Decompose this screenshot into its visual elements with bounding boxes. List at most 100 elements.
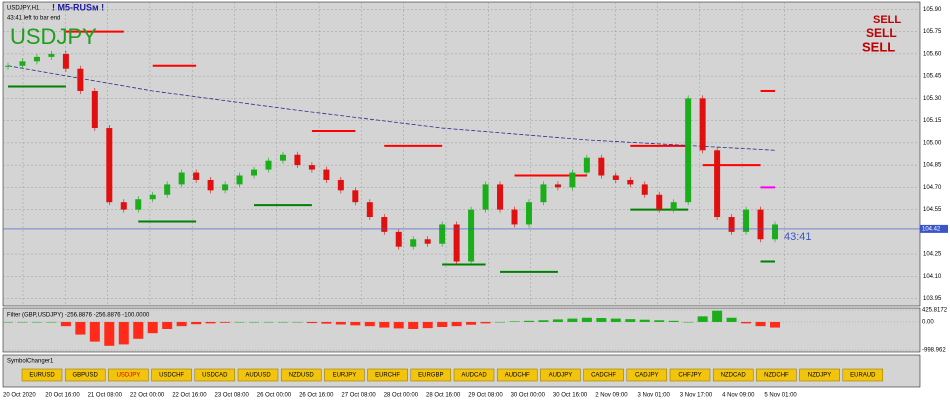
symbol-button[interactable]: GBPUSD — [64, 368, 106, 382]
button-bg[interactable] — [367, 368, 408, 382]
y-tick-label: 103.95 — [923, 296, 942, 302]
button-bg[interactable] — [712, 368, 754, 382]
button-bg[interactable] — [669, 368, 711, 382]
button-bg[interactable] — [280, 368, 322, 382]
indicator-bar — [60, 321, 71, 327]
button-bg[interactable] — [626, 368, 668, 382]
button-label[interactable]: USDCAD — [202, 373, 228, 379]
button-bg[interactable] — [540, 368, 581, 382]
symbol-button[interactable]: USDCAD — [194, 368, 236, 382]
button-label[interactable]: GBPUSD — [73, 373, 99, 379]
candle — [583, 157, 590, 173]
symbol-button[interactable]: EURCHF — [367, 368, 408, 382]
button-label[interactable]: NZDCAD — [721, 373, 747, 379]
indicator-bar — [451, 321, 462, 327]
button-label[interactable]: CADCHF — [591, 373, 616, 379]
button-label[interactable]: USDJPY — [117, 373, 141, 379]
button-label[interactable]: AUDCHF — [505, 373, 530, 379]
button-label[interactable]: NZDUSD — [289, 373, 315, 379]
candle — [468, 209, 475, 262]
button-label[interactable]: NZDJPY — [808, 373, 831, 379]
indicator-bar — [480, 321, 491, 324]
symbol-button[interactable]: USDJPY — [108, 368, 149, 382]
candle — [395, 231, 402, 247]
button-bg[interactable] — [410, 368, 452, 382]
candle — [366, 202, 373, 218]
symbol-button[interactable]: NZDUSD — [280, 368, 322, 382]
button-bg[interactable] — [108, 368, 149, 382]
symbol-button[interactable]: CADJPY — [626, 368, 668, 382]
button-bg[interactable] — [324, 368, 365, 382]
symbol-button[interactable]: EURJPY — [324, 368, 365, 382]
symbol-button[interactable]: NZDJPY — [799, 368, 840, 382]
x-tick-label: 21 Oct 08:00 — [88, 393, 123, 399]
button-label[interactable]: EURGBP — [418, 373, 443, 379]
symbol-button[interactable]: EURAUD — [842, 368, 884, 382]
button-label[interactable]: CADJPY — [635, 373, 659, 379]
candle — [193, 172, 200, 180]
timer-text: 43:41 left to bar end — [7, 16, 60, 22]
candle — [265, 160, 272, 170]
candle — [178, 172, 185, 185]
candle — [19, 61, 26, 66]
button-label[interactable]: EURUSD — [29, 373, 55, 379]
indicator-bar — [393, 321, 404, 329]
button-bg[interactable] — [64, 368, 106, 382]
candle — [5, 65, 11, 67]
button-bg[interactable] — [842, 368, 884, 382]
indicator-bar — [379, 321, 390, 328]
button-bg[interactable] — [453, 368, 495, 382]
y-tick-label: 104.85 — [923, 163, 942, 169]
symbol-button[interactable]: CADCHF — [583, 368, 624, 382]
y-tick-label: 105.15 — [923, 118, 942, 124]
button-label[interactable]: EURCHF — [375, 373, 400, 379]
symbol-button[interactable]: AUDJPY — [540, 368, 581, 382]
button-bg[interactable] — [151, 368, 192, 382]
symbol-button[interactable]: AUDCHF — [496, 368, 538, 382]
button-label[interactable]: CHFJPY — [678, 373, 701, 379]
symbol-button[interactable]: EURGBP — [410, 368, 452, 382]
indicator-bar — [147, 321, 158, 334]
button-bg[interactable] — [583, 368, 624, 382]
indicator-bar — [249, 321, 260, 323]
button-bg[interactable] — [194, 368, 236, 382]
indicator-bar — [75, 321, 86, 335]
symbol-button[interactable]: USDCHF — [151, 368, 192, 382]
x-tick-label: 3 Nov 17:00 — [680, 393, 713, 399]
candle — [714, 150, 721, 218]
indicator-bar — [321, 321, 332, 324]
candle — [236, 175, 243, 185]
button-bg[interactable] — [496, 368, 538, 382]
x-tick-label: 22 Oct 16:00 — [172, 393, 207, 399]
price-panel — [2, 1, 921, 307]
y-tick-label: 105.90 — [923, 7, 942, 13]
y-tick-label: 105.30 — [923, 96, 942, 102]
candle — [48, 53, 55, 57]
symbol-button[interactable]: NZDCAD — [712, 368, 754, 382]
button-label[interactable]: AUDCAD — [461, 373, 487, 379]
candle — [439, 224, 446, 244]
button-bg[interactable] — [237, 368, 279, 382]
symbol-button[interactable]: CHFJPY — [669, 368, 711, 382]
candle — [641, 184, 648, 195]
symbol-button[interactable]: AUDUSD — [237, 368, 279, 382]
button-label[interactable]: AUDJPY — [549, 373, 573, 379]
candle — [294, 154, 301, 166]
candle — [670, 202, 677, 210]
symbol-button[interactable]: EURUSD — [21, 368, 63, 382]
button-label[interactable]: NZDCHF — [764, 373, 789, 379]
button-label[interactable]: AUDUSD — [245, 373, 271, 379]
indicator-bar — [364, 321, 375, 327]
button-label[interactable]: EURAUD — [850, 373, 876, 379]
button-label[interactable]: USDCHF — [159, 373, 184, 379]
button-bg[interactable] — [21, 368, 63, 382]
candle — [627, 179, 634, 185]
indicator-bar — [277, 321, 288, 323]
button-label[interactable]: EURJPY — [333, 373, 357, 379]
button-bg[interactable] — [756, 368, 797, 382]
candle — [33, 56, 40, 62]
symbol-button[interactable]: AUDCAD — [453, 368, 495, 382]
symbol-button[interactable]: NZDCHF — [756, 368, 797, 382]
button-bg[interactable] — [799, 368, 840, 382]
